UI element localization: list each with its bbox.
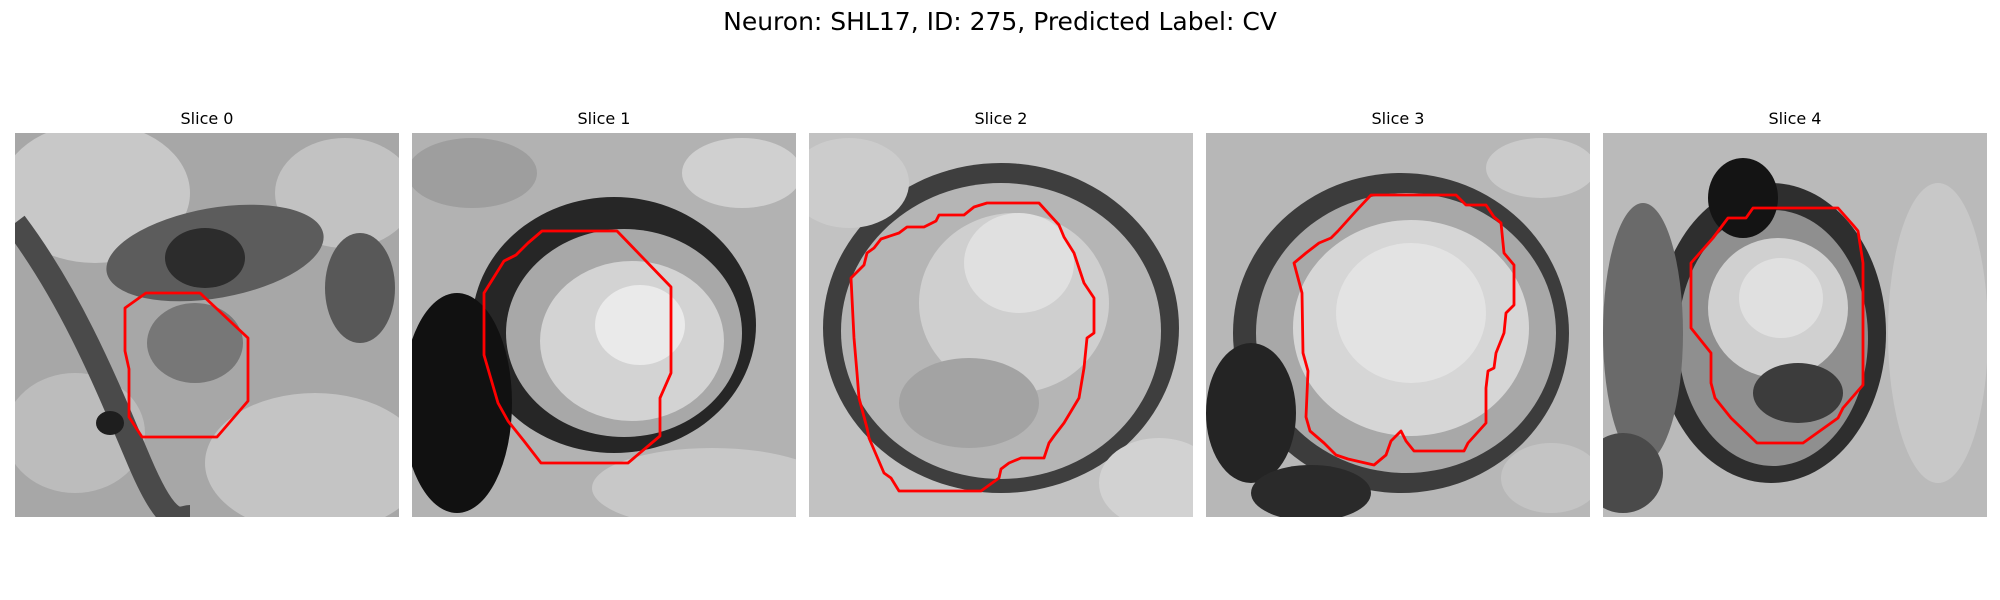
slice-image	[412, 133, 796, 517]
microscopy-image	[15, 133, 399, 517]
slice-panel-4: Slice 4	[1603, 108, 1987, 517]
segmentation-outline	[482, 229, 673, 465]
slice-panel-2: Slice 2	[809, 108, 1193, 517]
slice-title: Slice 2	[974, 109, 1028, 128]
slice-image	[809, 133, 1193, 517]
slice-title: Slice 4	[1768, 109, 1822, 128]
segmentation-outline	[849, 201, 1096, 493]
slice-image	[1603, 133, 1987, 517]
microscopy-image	[809, 133, 1193, 517]
figure-title: Neuron: SHL17, ID: 275, Predicted Label:…	[723, 7, 1277, 36]
segmentation-outline	[1292, 193, 1516, 467]
slice-image	[1206, 133, 1590, 517]
slice-panel-1: Slice 1	[412, 108, 796, 517]
segmentation-outline	[123, 291, 250, 439]
slice-panel-0: Slice 0	[15, 108, 399, 517]
slice-image	[15, 133, 399, 517]
microscopy-image	[412, 133, 796, 517]
slice-title: Slice 3	[1371, 109, 1425, 128]
microscopy-image	[1603, 133, 1987, 517]
slice-panel-3: Slice 3	[1206, 108, 1590, 517]
microscopy-image	[1206, 133, 1590, 517]
segmentation-outline	[1689, 206, 1865, 445]
slice-title: Slice 0	[180, 109, 234, 128]
slice-title: Slice 1	[577, 109, 631, 128]
